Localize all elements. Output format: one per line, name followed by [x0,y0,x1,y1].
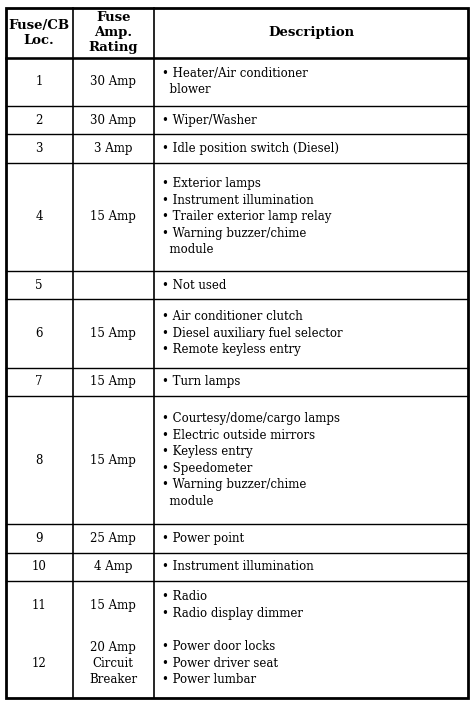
Text: • Instrument illumination: • Instrument illumination [162,560,314,573]
Text: • Wiper/Washer: • Wiper/Washer [162,114,257,126]
Text: 15 Amp: 15 Amp [91,453,136,467]
Text: 30 Amp: 30 Amp [90,75,136,88]
Text: 11: 11 [32,599,46,611]
Text: 15 Amp: 15 Amp [91,327,136,340]
Text: 3: 3 [36,142,43,155]
Text: 8: 8 [36,453,43,467]
Text: • Power door locks
• Power driver seat
• Power lumbar: • Power door locks • Power driver seat •… [162,640,278,686]
Text: • Courtesy/dome/cargo lamps
• Electric outside mirrors
• Keyless entry
• Speedom: • Courtesy/dome/cargo lamps • Electric o… [162,412,340,508]
Text: 20 Amp
Circuit
Breaker: 20 Amp Circuit Breaker [89,641,137,686]
Text: 10: 10 [32,560,46,573]
Text: • Air conditioner clutch
• Diesel auxiliary fuel selector
• Remote keyless entry: • Air conditioner clutch • Diesel auxili… [162,311,343,357]
Text: 1: 1 [36,75,43,88]
Text: Description: Description [268,27,354,40]
Text: • Radio
• Radio display dimmer: • Radio • Radio display dimmer [162,590,303,620]
Text: • Turn lamps: • Turn lamps [162,375,241,388]
Text: 30 Amp: 30 Amp [90,114,136,126]
Text: • Heater/Air conditioner
  blower: • Heater/Air conditioner blower [162,67,308,97]
Text: 4: 4 [36,210,43,223]
Text: • Idle position switch (Diesel): • Idle position switch (Diesel) [162,142,339,155]
Text: • Exterior lamps
• Instrument illumination
• Trailer exterior lamp relay
• Warni: • Exterior lamps • Instrument illuminati… [162,177,332,256]
Text: 15 Amp: 15 Amp [91,375,136,388]
Text: 5: 5 [36,279,43,292]
Text: 4 Amp: 4 Amp [94,560,133,573]
Text: 25 Amp: 25 Amp [91,532,136,545]
Text: • Power point: • Power point [162,532,245,545]
Text: 3 Amp: 3 Amp [94,142,133,155]
Text: Fuse/CB
Loc.: Fuse/CB Loc. [9,19,70,47]
Text: 9: 9 [36,532,43,545]
Text: 15 Amp: 15 Amp [91,210,136,223]
Text: 15 Amp: 15 Amp [91,599,136,611]
Text: Fuse
Amp.
Rating: Fuse Amp. Rating [89,11,138,54]
Text: 2: 2 [36,114,43,126]
Text: 7: 7 [36,375,43,388]
Text: 12: 12 [32,657,46,670]
Text: • Not used: • Not used [162,279,227,292]
Text: 6: 6 [36,327,43,340]
